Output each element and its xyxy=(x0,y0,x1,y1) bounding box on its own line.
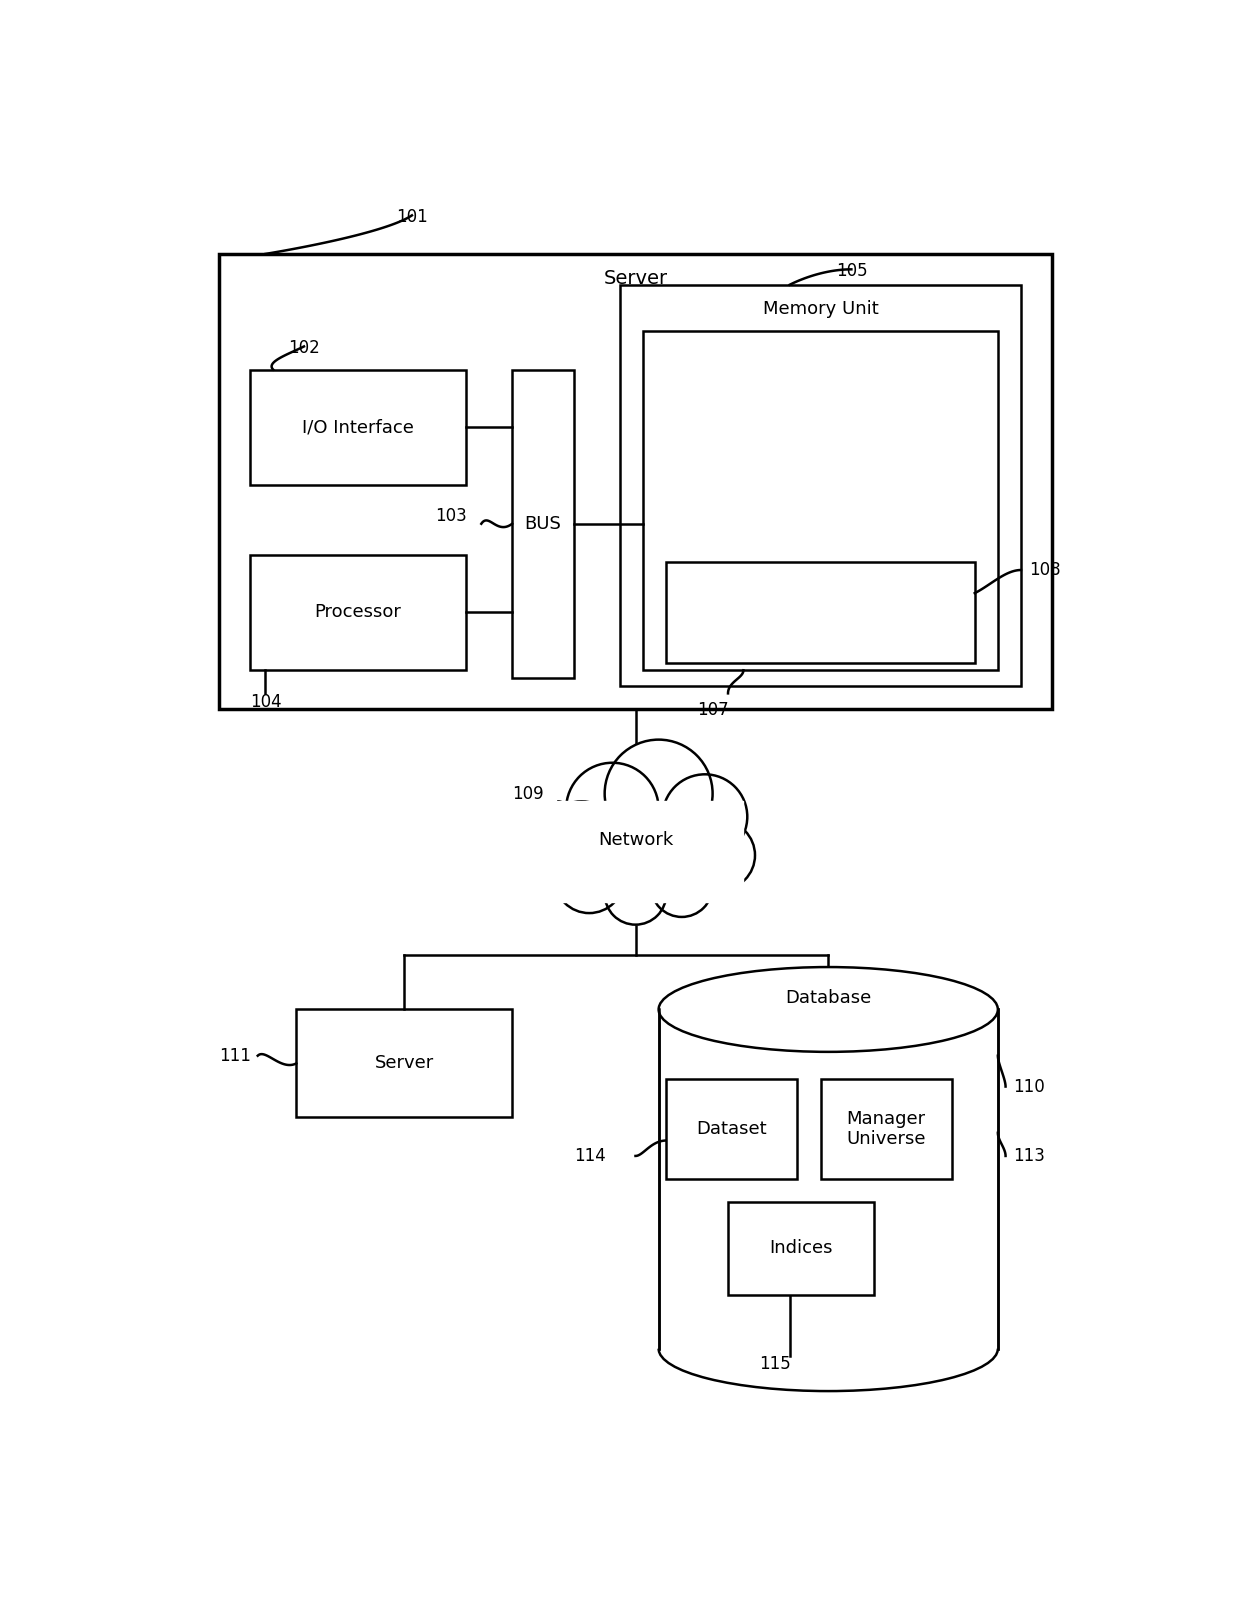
Text: Dataset: Dataset xyxy=(697,1120,768,1137)
Circle shape xyxy=(605,740,713,847)
Text: Network: Network xyxy=(598,831,673,849)
Text: Memory Unit: Memory Unit xyxy=(763,300,878,319)
Ellipse shape xyxy=(658,968,998,1053)
Bar xyxy=(666,562,975,663)
Text: I/O Interface: I/O Interface xyxy=(303,418,414,436)
Text: Server: Server xyxy=(374,1054,434,1072)
Text: Processor: Processor xyxy=(315,604,402,622)
Text: 104: 104 xyxy=(250,694,281,711)
Text: 113: 113 xyxy=(1013,1147,1045,1165)
Text: 105: 105 xyxy=(836,261,868,280)
Text: 107: 107 xyxy=(697,702,729,719)
Text: BUS: BUS xyxy=(525,514,562,533)
Circle shape xyxy=(567,763,658,855)
Text: Server: Server xyxy=(604,269,667,288)
Bar xyxy=(296,1009,512,1118)
Circle shape xyxy=(662,774,748,859)
Text: 110: 110 xyxy=(1013,1078,1045,1096)
Circle shape xyxy=(543,801,620,878)
Text: Instructions: Instructions xyxy=(768,604,873,622)
Text: 109: 109 xyxy=(512,785,544,803)
Text: Manager
Universe: Manager Universe xyxy=(847,1110,926,1149)
Text: 102: 102 xyxy=(289,338,320,357)
Bar xyxy=(728,1202,874,1294)
Text: Database: Database xyxy=(785,988,872,1008)
Bar xyxy=(527,801,744,902)
Bar xyxy=(250,554,466,670)
Circle shape xyxy=(605,863,666,924)
Circle shape xyxy=(651,855,713,916)
Text: 115: 115 xyxy=(759,1355,791,1373)
Bar xyxy=(658,1009,998,1349)
Text: Machine Readable
Medium: Machine Readable Medium xyxy=(738,346,903,384)
Text: 114: 114 xyxy=(574,1147,605,1165)
Text: 108: 108 xyxy=(1029,561,1060,578)
Bar xyxy=(620,285,1021,686)
Text: 101: 101 xyxy=(397,208,428,226)
Text: Indices: Indices xyxy=(770,1240,833,1258)
Bar xyxy=(512,370,574,678)
Text: 111: 111 xyxy=(219,1046,250,1065)
Bar xyxy=(644,332,998,670)
Bar xyxy=(666,1078,797,1179)
Bar xyxy=(250,370,466,485)
Circle shape xyxy=(554,844,624,913)
Bar xyxy=(219,255,1052,708)
Bar xyxy=(821,1078,951,1179)
Text: 103: 103 xyxy=(435,508,466,525)
Circle shape xyxy=(686,820,755,891)
